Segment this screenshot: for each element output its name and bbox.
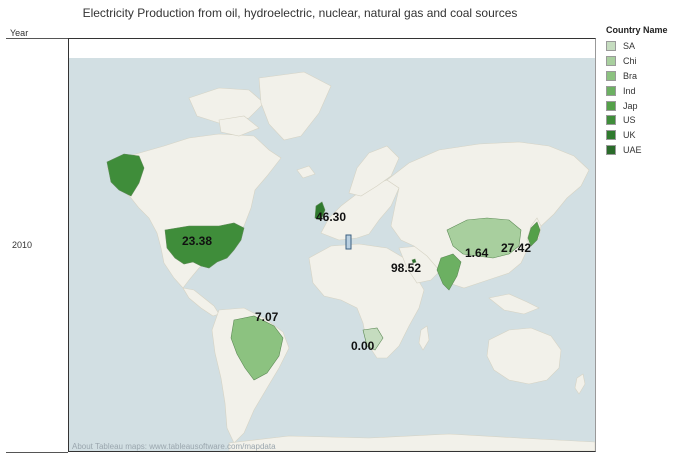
land-new-zealand — [574, 373, 586, 395]
legend-item-uk[interactable]: UK — [606, 128, 674, 143]
country-uk[interactable] — [314, 201, 326, 221]
legend-label: UK — [623, 130, 636, 141]
label-china: 1.64 — [465, 246, 489, 260]
country-us[interactable] — [164, 222, 245, 269]
legend-swatch — [606, 41, 616, 52]
land-asia — [386, 141, 590, 289]
legend-label: Ind — [623, 85, 636, 96]
country-japan[interactable] — [527, 221, 541, 247]
country-china[interactable] — [446, 217, 522, 259]
land-masses — [106, 71, 595, 451]
country-uae[interactable] — [411, 258, 417, 264]
legend-item-sa[interactable]: SA — [606, 39, 674, 54]
year-column-header: Year — [10, 28, 29, 38]
country-india[interactable] — [436, 253, 462, 291]
label-brazil: 7.07 — [255, 310, 279, 324]
land-africa — [308, 243, 425, 359]
legend-label: Bra — [623, 70, 638, 81]
land-southeast-asia-islands — [488, 293, 540, 315]
land-scandinavia — [348, 145, 400, 197]
world-map-svg: 46.30 23.38 7.07 0.00 98.52 1.64 27.42 — [69, 58, 595, 451]
legend-label: SA — [623, 41, 636, 52]
legend-item-bra[interactable]: Bra — [606, 69, 674, 84]
legend-label: US — [623, 115, 636, 126]
legend-label: UAE — [623, 144, 642, 155]
selection-marker[interactable] — [345, 234, 352, 250]
legend-swatch — [606, 85, 616, 96]
year-header-divider — [6, 38, 68, 39]
legend: Country Name SA Chi Bra Ind Jap US UK UA… — [606, 25, 674, 157]
legend-item-uae[interactable]: UAE — [606, 143, 674, 158]
legend-swatch — [606, 130, 616, 141]
highlighted-countries — [106, 153, 541, 381]
land-australia — [486, 327, 562, 385]
legend-swatch — [606, 115, 616, 126]
legend-item-jap[interactable]: Jap — [606, 98, 674, 113]
label-japan: 27.42 — [501, 241, 531, 255]
land-iceland — [296, 165, 316, 179]
label-us: 23.38 — [182, 234, 212, 248]
legend-item-ind[interactable]: Ind — [606, 83, 674, 98]
land-madagascar — [418, 325, 430, 351]
country-brazil[interactable] — [230, 315, 284, 381]
year-row-label: 2010 — [12, 240, 33, 250]
land-arctic-islands-2 — [218, 115, 260, 137]
land-greenland — [258, 71, 332, 141]
land-antarctica — [228, 433, 595, 451]
legend-label: Jap — [623, 100, 638, 111]
country-south-africa[interactable] — [362, 327, 384, 351]
country-us-alaska[interactable] — [106, 153, 145, 197]
legend-item-chi[interactable]: Chi — [606, 54, 674, 69]
legend-title: Country Name — [606, 25, 668, 35]
legend-swatch — [606, 100, 616, 111]
label-uk: 46.30 — [316, 210, 346, 224]
map-attribution-link[interactable]: About Tableau maps: www.tableausoftware.… — [72, 442, 276, 451]
map-pane-border — [68, 38, 596, 452]
label-south-africa: 0.00 — [351, 339, 375, 353]
legend-swatch — [606, 70, 616, 81]
chart-title: Electricity Production from oil, hydroel… — [82, 6, 518, 20]
legend-label: Chi — [623, 56, 637, 67]
legend-swatch — [606, 56, 616, 67]
world-map[interactable]: 46.30 23.38 7.07 0.00 98.52 1.64 27.42 — [69, 58, 595, 451]
legend-swatch — [606, 144, 616, 155]
land-arctic-islands — [188, 87, 265, 124]
label-india: 98.52 — [391, 261, 421, 275]
legend-item-us[interactable]: US — [606, 113, 674, 128]
year-bottom-divider — [6, 452, 68, 453]
